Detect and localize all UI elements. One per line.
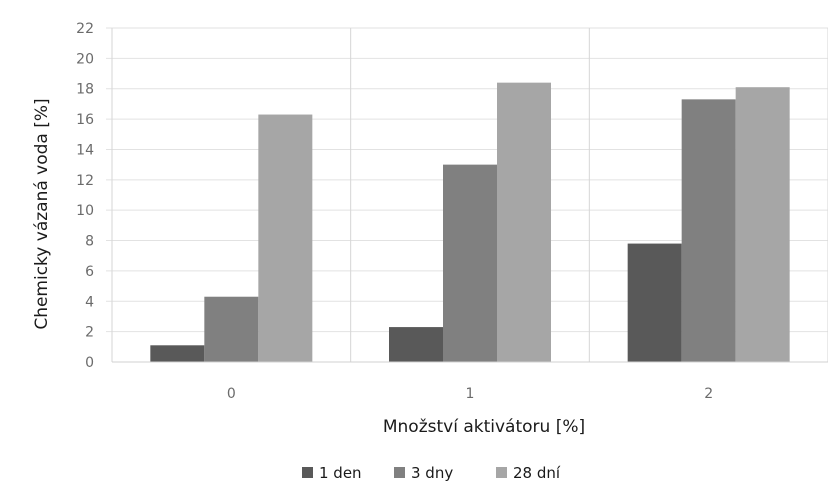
bar-1-den-cat-1 bbox=[389, 327, 443, 362]
bar-28-dní-cat-2 bbox=[735, 87, 790, 362]
bar-1-den-cat-0 bbox=[150, 345, 205, 362]
y-tick-label: 6 bbox=[85, 264, 94, 280]
bar-28-dní-cat-0 bbox=[258, 114, 313, 362]
legend-swatch bbox=[302, 467, 313, 478]
legend-swatch bbox=[394, 467, 405, 478]
y-tick-label: 8 bbox=[85, 234, 94, 250]
x-tick-label: 2 bbox=[704, 386, 713, 402]
x-tick-label: 1 bbox=[466, 386, 475, 402]
y-tick-label: 4 bbox=[85, 294, 94, 310]
y-tick-label: 22 bbox=[76, 21, 94, 37]
bar-1-den-cat-2 bbox=[627, 243, 682, 362]
x-tick-label: 0 bbox=[227, 386, 236, 402]
x-axis-ticks: 0 1 2 bbox=[227, 386, 713, 402]
bars bbox=[150, 82, 790, 363]
x-axis-title: Množství aktivátoru [%] bbox=[383, 417, 585, 437]
legend-label: 28 dní bbox=[513, 464, 561, 482]
legend: 1 den 3 dny 28 dní bbox=[302, 464, 561, 482]
y-tick-label: 10 bbox=[76, 203, 94, 219]
legend-label: 3 dny bbox=[411, 464, 453, 482]
bar-3-dny-cat-2 bbox=[681, 99, 736, 362]
y-axis-ticks: 0 2 4 6 8 10 12 14 16 18 20 22 bbox=[76, 21, 94, 371]
legend-label: 1 den bbox=[319, 464, 362, 482]
y-tick-label: 18 bbox=[76, 82, 94, 98]
y-tick-label: 12 bbox=[76, 173, 94, 189]
bar-28-dní-cat-1 bbox=[497, 82, 551, 363]
y-axis-title: Chemicky vázaná voda [%] bbox=[32, 98, 52, 329]
y-tick-label: 20 bbox=[76, 51, 94, 67]
bar-3-dny-cat-0 bbox=[204, 296, 259, 362]
legend-swatch bbox=[496, 467, 507, 478]
bar-3-dny-cat-1 bbox=[443, 164, 497, 362]
y-tick-label: 14 bbox=[76, 142, 94, 158]
y-tick-label: 0 bbox=[85, 355, 94, 371]
y-tick-label: 16 bbox=[76, 112, 94, 128]
y-tick-label: 2 bbox=[85, 325, 94, 341]
